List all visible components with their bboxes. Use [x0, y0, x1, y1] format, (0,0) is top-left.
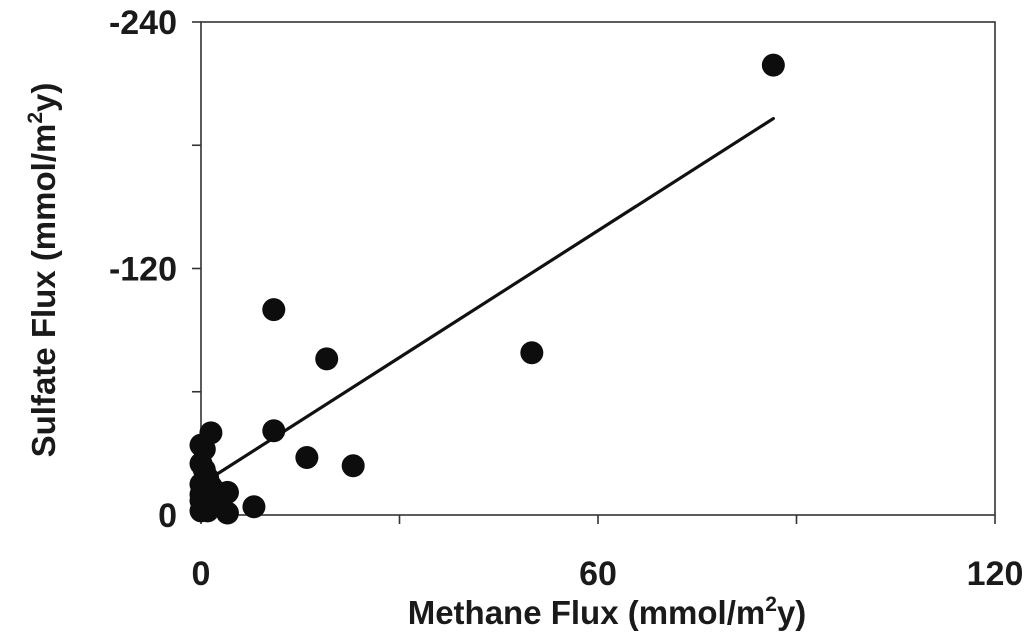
data-point — [215, 501, 239, 525]
y-axis-label: Sulfate Flux (mmol/m2y) — [24, 83, 62, 458]
y-tick-label: 0 — [158, 497, 177, 535]
y-tick-label: -240 — [109, 4, 177, 42]
data-point — [520, 341, 544, 365]
data-point — [315, 347, 339, 371]
x-tick-label: 120 — [967, 555, 1024, 593]
trendline-group — [209, 116, 775, 480]
data-point — [262, 298, 286, 322]
tick-labels-group: 0 60 120 0 -120 -240 — [109, 4, 1023, 593]
points-group — [189, 53, 785, 525]
data-point — [761, 53, 785, 77]
axes-group — [200, 21, 996, 516]
x-axis-label: Methane Flux (mmol/m2y) — [408, 593, 807, 631]
y-tick-label: -120 — [109, 251, 177, 289]
data-point — [196, 499, 220, 523]
regression-line — [209, 116, 775, 480]
data-point — [295, 445, 319, 469]
data-point — [341, 454, 365, 478]
x-tick-label: 0 — [192, 555, 211, 593]
data-point — [262, 419, 286, 443]
plot-frame — [200, 21, 996, 516]
x-tick-label: 60 — [579, 555, 617, 593]
data-point — [242, 495, 266, 519]
